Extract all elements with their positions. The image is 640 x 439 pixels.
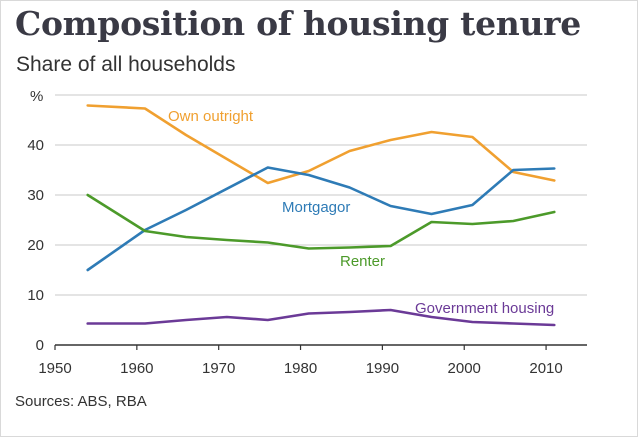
x-tick-label: 1970 (202, 360, 235, 377)
series-label-government-housing: Government housing (415, 300, 554, 317)
y-tick-label: 0 (36, 337, 44, 354)
y-axis-unit-label: % (30, 88, 43, 105)
grid-lines (55, 94, 587, 346)
y-tick-label: 10 (27, 287, 44, 304)
chart-subtitle: Share of all households (16, 53, 236, 76)
series-label-own-outright: Own outright (168, 108, 254, 125)
y-tick-label: 40 (27, 137, 44, 154)
y-tick-label: 30 (27, 187, 44, 204)
x-tick-label: 1990 (366, 360, 399, 377)
x-tick-label: 1980 (284, 360, 317, 377)
series-label-renter: Renter (340, 253, 385, 270)
x-tick-label: 2010 (529, 360, 562, 377)
series-line-government-housing (86, 308, 556, 327)
y-axis-ticks: 0 10 20 30 40 (27, 137, 44, 354)
series-lines (86, 104, 556, 327)
x-tick-label: 1950 (38, 360, 71, 377)
series-label-mortgagor: Mortgagor (282, 199, 350, 216)
series-line-mortgagor (86, 166, 556, 272)
series-line-own-outright (86, 104, 556, 185)
x-tick-label: 2000 (448, 360, 481, 377)
chart-title: Composition of housing tenure (15, 4, 581, 43)
source-note: Sources: ABS, RBA (15, 393, 147, 410)
y-tick-label: 20 (27, 237, 44, 254)
series-labels: Own outright Mortgagor Renter Government ho… (168, 108, 554, 317)
series-line-renter (86, 193, 556, 250)
x-axis-ticks: 1950 1960 1970 1980 1990 2000 2010 (38, 345, 563, 377)
x-tick-label: 1960 (120, 360, 153, 377)
